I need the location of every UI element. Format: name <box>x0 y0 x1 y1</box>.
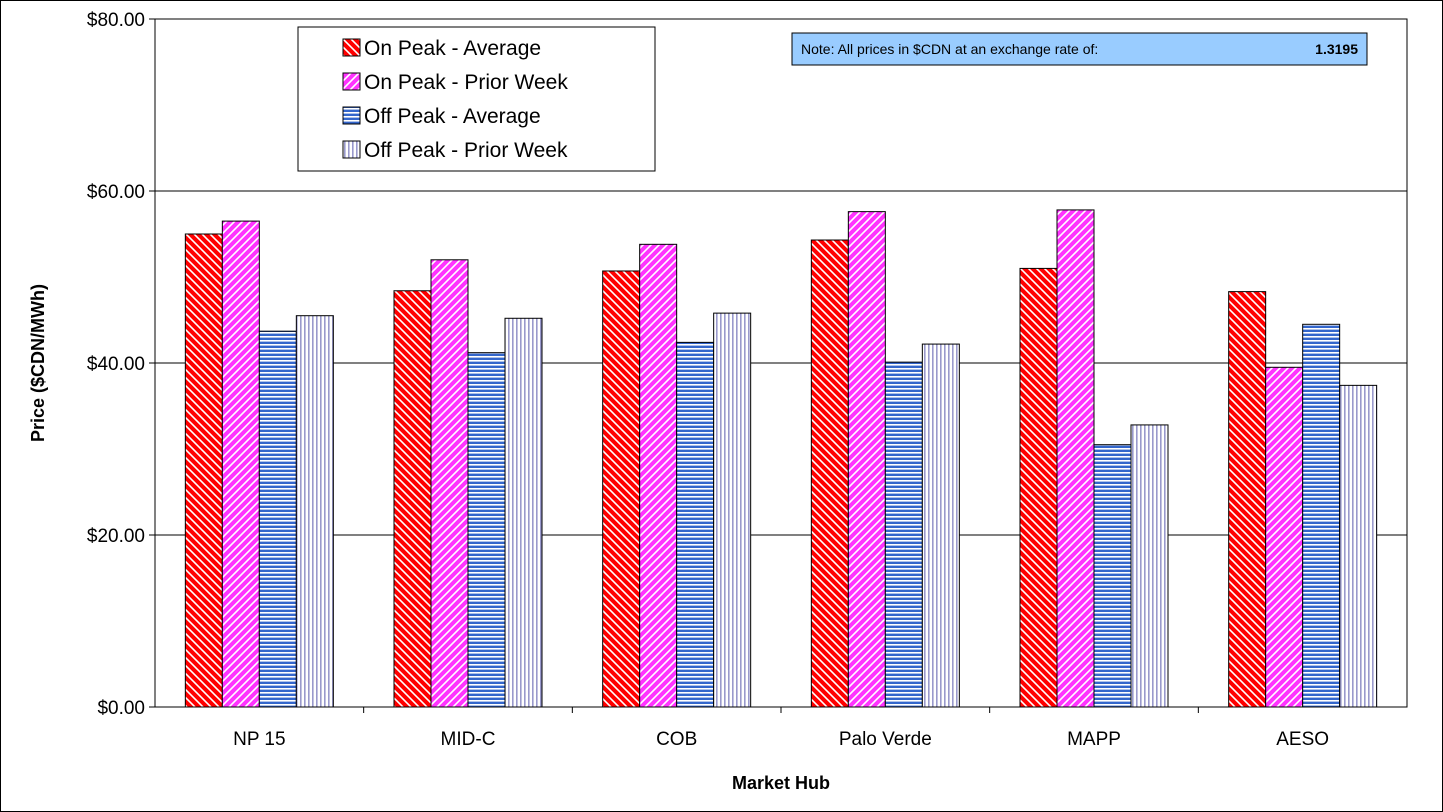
bar-off-peak-prior-week-cob <box>713 312 752 708</box>
bar-on-peak-average-np-15 <box>184 233 223 708</box>
y-tick-label: $40.00 <box>87 354 145 375</box>
exchange-rate-value: 1.3195 <box>1315 41 1358 57</box>
bar-on-peak-average-mid-c <box>393 290 432 708</box>
legend-swatch <box>342 72 361 91</box>
bar-off-peak-prior-week-mapp <box>1130 424 1169 708</box>
y-tick-label: $0.00 <box>97 698 145 719</box>
bar-on-peak-prior-week-mapp <box>1056 209 1095 708</box>
legend-swatch <box>342 38 361 57</box>
legend-label: Off Peak - Prior Week <box>364 139 568 162</box>
x-tick-label: AESO <box>1276 729 1329 750</box>
y-tick-label: $80.00 <box>87 10 145 31</box>
legend: On Peak - Average On Peak - Prior Week Off… <box>297 26 656 172</box>
legend-swatch <box>342 140 361 159</box>
x-tick-label: NP 15 <box>233 729 285 750</box>
x-tick-label: COB <box>656 729 697 750</box>
bar-off-peak-prior-week-palo-verde <box>921 343 960 708</box>
y-tick-label: $60.00 <box>87 182 145 203</box>
x-tick-label: MID-C <box>441 729 496 750</box>
y-tick-label: $20.00 <box>87 526 145 547</box>
note-background <box>791 32 1368 66</box>
bar-on-peak-prior-week-aeso <box>1265 366 1304 708</box>
exchange-rate-note: Note: All prices in $CDN at an exchange … <box>791 32 1368 66</box>
bar-on-peak-average-cob <box>602 270 641 708</box>
legend-label: On Peak - Prior Week <box>364 71 568 94</box>
x-tick-label: MAPP <box>1067 729 1121 750</box>
legend-swatch <box>342 106 361 125</box>
note-text: Note: All prices in $CDN at an exchange … <box>801 41 1098 57</box>
bar-on-peak-prior-week-palo-verde <box>847 211 886 708</box>
gridlines <box>155 190 1407 536</box>
bar-off-peak-average-mapp <box>1093 444 1132 708</box>
axes: $0.00 $20.00 $40.00 $60.00 $80.00 NP 15 MID-C C… <box>87 10 1329 750</box>
bar-on-peak-average-mapp <box>1019 267 1058 708</box>
bar-on-peak-average-aeso <box>1228 291 1267 708</box>
x-axis-title: Market Hub <box>732 773 830 793</box>
bar-off-peak-prior-week-aeso <box>1339 384 1378 708</box>
bar-on-peak-prior-week-np-15 <box>221 220 260 708</box>
legend-label: On Peak - Average <box>364 37 541 60</box>
bar-off-peak-average-palo-verde <box>884 361 923 708</box>
bars <box>184 209 1378 708</box>
bar-off-peak-prior-week-mid-c <box>504 317 543 708</box>
legend-label: Off Peak - Average <box>364 105 541 128</box>
bar-off-peak-average-aeso <box>1302 323 1341 708</box>
x-tick-label: Palo Verde <box>839 729 932 750</box>
bar-off-peak-average-mid-c <box>467 352 506 708</box>
bar-on-peak-average-palo-verde <box>810 239 849 708</box>
bar-off-peak-average-np-15 <box>258 330 297 708</box>
bar-off-peak-average-cob <box>676 341 715 708</box>
bar-on-peak-prior-week-mid-c <box>430 259 469 708</box>
bar-on-peak-prior-week-cob <box>639 243 678 708</box>
y-axis-title: Price ($CDN/MWh) <box>28 284 48 442</box>
bar-off-peak-prior-week-np-15 <box>295 315 334 708</box>
